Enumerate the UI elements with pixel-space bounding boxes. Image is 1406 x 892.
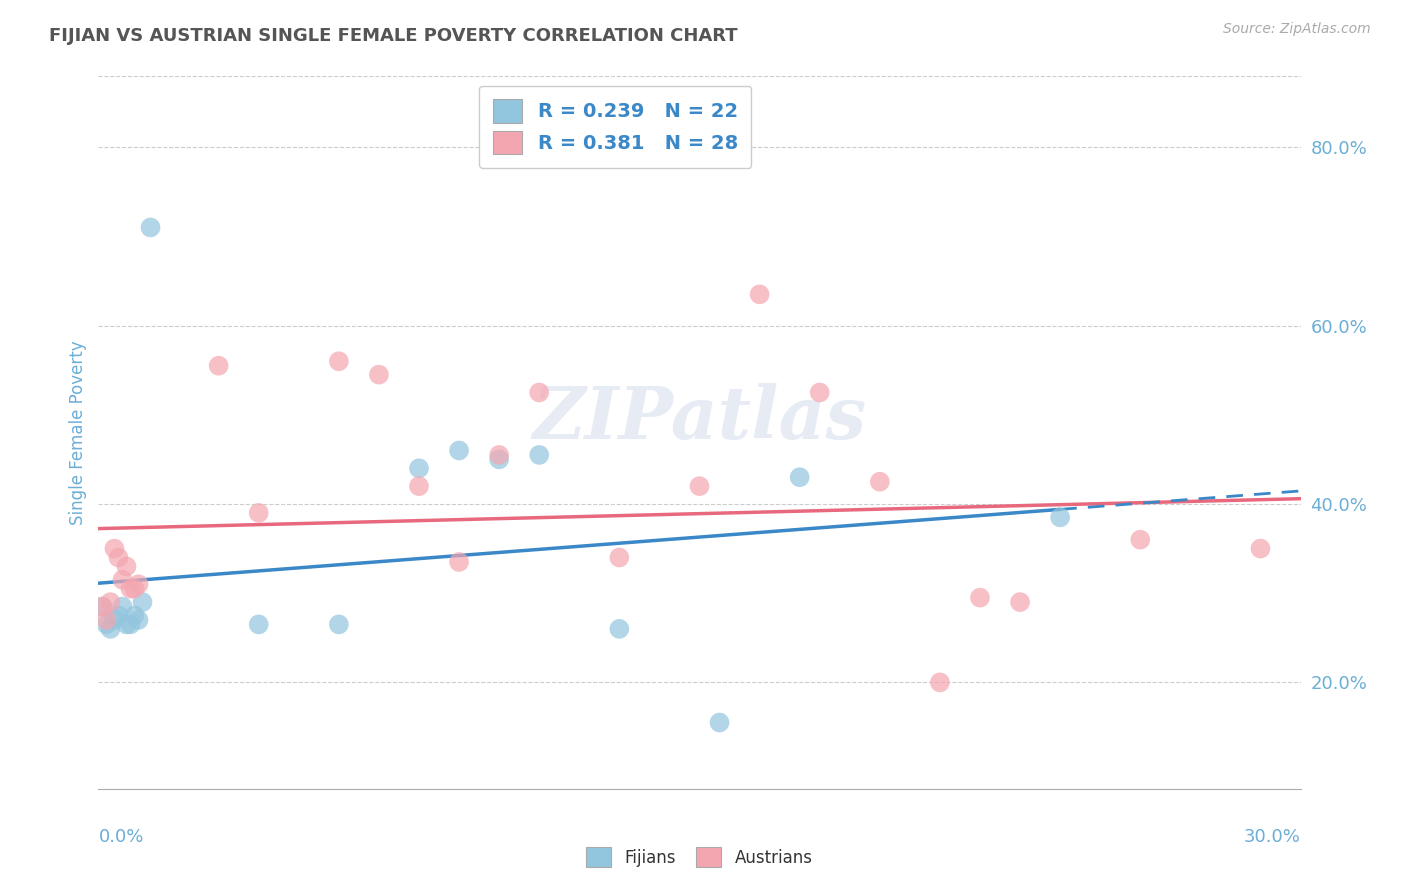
Text: 0.0%: 0.0%: [98, 828, 143, 846]
Point: [408, 461, 430, 475]
Point: [929, 675, 952, 690]
Point: [447, 555, 470, 569]
Point: [120, 582, 142, 596]
Point: [1049, 510, 1071, 524]
Point: [1010, 595, 1032, 609]
Point: [808, 385, 831, 400]
Text: FIJIAN VS AUSTRIAN SINGLE FEMALE POVERTY CORRELATION CHART: FIJIAN VS AUSTRIAN SINGLE FEMALE POVERTY…: [49, 27, 738, 45]
Text: Source: ZipAtlas.com: Source: ZipAtlas.com: [1223, 22, 1371, 37]
Point: [91, 599, 114, 614]
Point: [247, 617, 270, 632]
Point: [368, 368, 391, 382]
Point: [107, 550, 129, 565]
Point: [128, 577, 150, 591]
Point: [107, 608, 129, 623]
Point: [111, 599, 134, 614]
Point: [96, 613, 118, 627]
Text: ZIPatlas: ZIPatlas: [533, 383, 866, 454]
Point: [128, 613, 150, 627]
Y-axis label: Single Female Poverty: Single Female Poverty: [69, 341, 87, 524]
Point: [120, 617, 142, 632]
Text: 30.0%: 30.0%: [1244, 828, 1301, 846]
Point: [100, 595, 122, 609]
Point: [748, 287, 770, 301]
Point: [709, 715, 731, 730]
Point: [96, 617, 118, 632]
Point: [139, 220, 162, 235]
Point: [869, 475, 891, 489]
Point: [91, 599, 114, 614]
Point: [247, 506, 270, 520]
Point: [124, 608, 146, 623]
Legend: Fijians, Austrians: Fijians, Austrians: [579, 840, 820, 874]
Point: [103, 613, 125, 627]
Point: [124, 582, 146, 596]
Point: [131, 595, 153, 609]
Point: [100, 622, 122, 636]
Point: [408, 479, 430, 493]
Point: [447, 443, 470, 458]
Point: [208, 359, 231, 373]
Point: [1129, 533, 1152, 547]
Point: [789, 470, 811, 484]
Point: [529, 448, 551, 462]
Point: [609, 550, 631, 565]
Point: [111, 573, 134, 587]
Point: [688, 479, 710, 493]
Point: [115, 559, 138, 574]
Point: [609, 622, 631, 636]
Point: [529, 385, 551, 400]
Point: [969, 591, 991, 605]
Point: [1250, 541, 1272, 556]
Point: [115, 617, 138, 632]
Point: [103, 541, 125, 556]
Point: [328, 617, 350, 632]
Point: [488, 452, 510, 467]
Point: [488, 448, 510, 462]
Point: [328, 354, 350, 368]
